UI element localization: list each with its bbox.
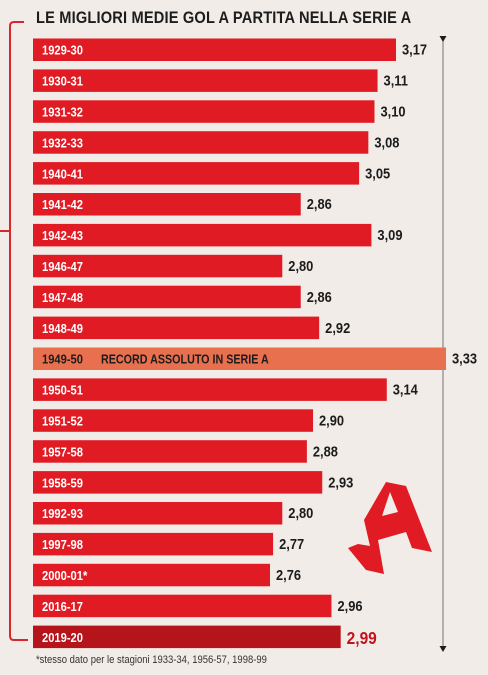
logo-shape [348,482,432,574]
bar [33,409,314,432]
bar [33,316,320,340]
value-label: 3,17 [402,41,427,58]
value-label: 2,80 [288,257,313,274]
gazzetta-a-logo [348,482,432,574]
value-label: 2,76 [276,566,301,583]
bar [33,440,307,463]
value-label: 2,77 [279,535,304,552]
bar [33,100,375,123]
scale-arrow-top [439,36,447,42]
footnote: *stesso dato per le stagioni 1933-34, 19… [36,654,267,666]
bar-label: 1940-41 [42,167,83,182]
bar [33,471,323,494]
value-label: 2,93 [328,473,353,490]
bar [33,223,372,247]
bar-label: 1946-47 [42,259,83,274]
bar-label: 1931-32 [42,105,83,120]
bar [33,131,369,154]
bar-label: 1932-33 [42,136,83,151]
bar-label: 1997-98 [42,537,83,552]
bar-label: 2019-20 [42,630,83,645]
record-annotation: RECORD ASSOLUTO IN SERIE A [101,353,269,367]
value-label: 2,80 [288,504,313,521]
bar [33,378,387,401]
value-label: 2,92 [325,319,350,336]
bar [33,594,332,618]
value-label: 3,11 [384,72,409,89]
bar-label: 1948-49 [42,321,83,336]
bracket-line [9,21,28,641]
bar [33,69,378,92]
bar-label: 1947-48 [42,290,83,305]
value-label: 3,14 [393,381,418,398]
bar-label: 2000-01* [42,568,88,583]
bar [33,193,301,216]
bar-label: 1949-50 [42,352,83,367]
value-label: 2,90 [319,412,344,429]
bar-label: 1951-52 [42,414,83,429]
bar [33,162,360,185]
chart-title: LE MIGLIORI MEDIE GOL A PARTITA NELLA SE… [36,8,412,27]
bar [33,254,283,278]
value-label: 3,10 [380,103,405,120]
value-label: 2,88 [313,443,338,460]
value-label: 2,96 [337,597,362,614]
bar [33,502,283,525]
value-label: 3,33 [452,350,477,367]
bar-label: 1958-59 [42,476,83,491]
value-label: 2,86 [307,288,332,305]
bar-label: 1957-58 [42,445,83,460]
bar [33,532,274,556]
value-label: 3,09 [377,226,402,243]
bar [33,38,396,61]
scale-arrow-bottom [439,646,447,652]
bar [33,625,341,649]
value-label: 3,08 [374,134,399,151]
bar [33,285,301,309]
bar-label: 1929-30 [42,43,83,58]
bar [33,347,446,370]
bar-label: 1941-42 [42,197,83,212]
bar-label: 1950-51 [42,383,83,398]
bar-label: 1942-43 [42,228,83,243]
value-label: 2,86 [307,195,332,212]
bar-label: 1992-93 [42,506,83,521]
value-label: 2,99 [347,628,377,648]
value-label: 3,05 [365,164,390,181]
bar-label: 2016-17 [42,599,83,614]
bar-label: 1930-31 [42,74,83,89]
bar [33,563,270,587]
